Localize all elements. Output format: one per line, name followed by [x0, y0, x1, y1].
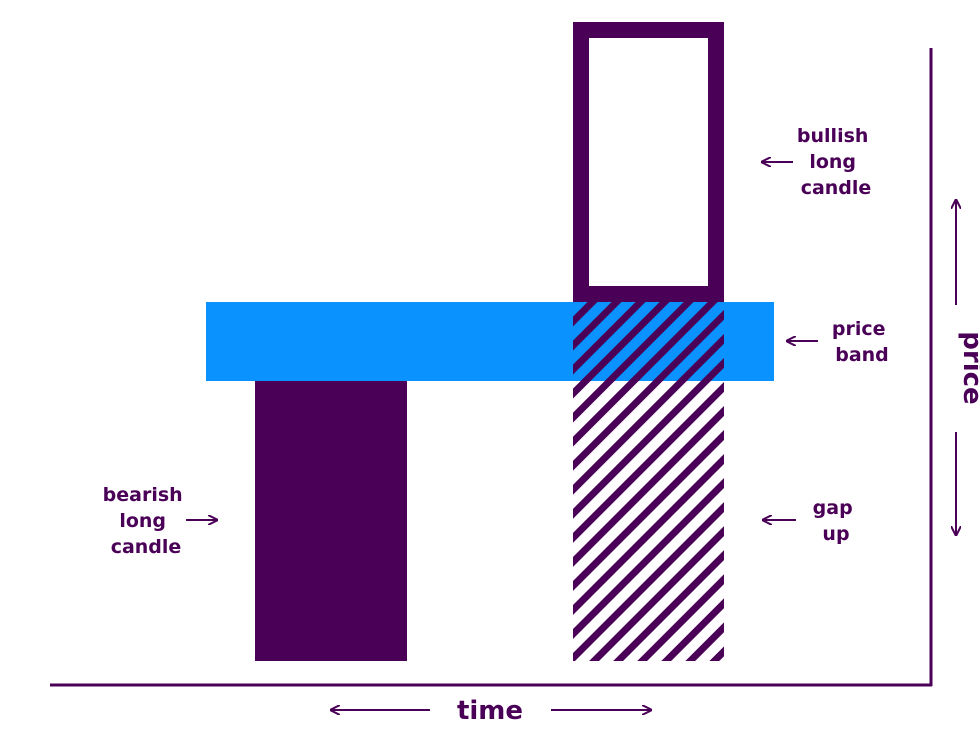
gap-up-label: gap up: [813, 497, 860, 545]
bearish-candle: [255, 380, 407, 661]
bullish-label: bullish long candle: [797, 125, 875, 199]
gap-up-hatch: [573, 380, 724, 661]
band-hatch-overlay: [573, 302, 724, 381]
y-axis-label: price: [957, 331, 980, 404]
bearish-label: bearish long candle: [103, 484, 190, 558]
price-band-label: price band: [832, 318, 892, 366]
x-axis-label: time: [457, 696, 523, 726]
bullish-candle: [573, 22, 724, 302]
